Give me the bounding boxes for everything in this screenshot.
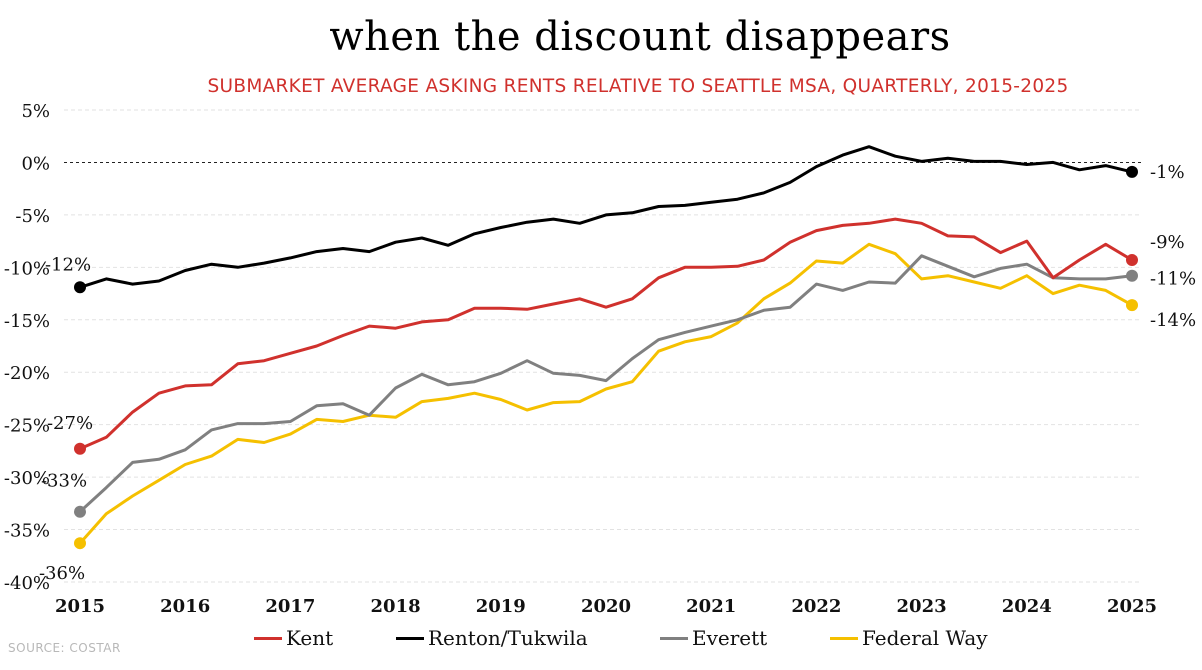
end-point [1126,269,1138,282]
data-labels: -36% -14% -33% -11% -27% -9% -12% -1% [39,162,1196,584]
x-tick-label: 2021 [686,596,736,617]
legend-label: Renton/Tukwila [428,626,588,650]
x-axis-tick-labels: 2015 2016 2017 2018 2019 2020 2021 2022 2023 2024… [55,596,1157,617]
legend: Kent Renton/Tukwila Everett Federal Way [0,626,1202,654]
legend-item-federal-way: Federal Way [830,626,988,650]
series-endpoints [74,165,1138,550]
y-tick-label: -40% [4,573,50,594]
y-axis-tick-labels: 5% 0% -5% -10% -15% -20% -25% -30% -35% -40% [4,101,50,594]
end-point [1126,253,1138,266]
x-tick-label: 2020 [581,596,631,617]
legend-swatch-federal-way [830,636,858,640]
end-value-label: -9% [1150,232,1185,253]
legend-item-kent: Kent [254,626,333,650]
start-point [74,442,86,455]
series-lines [78,145,1133,545]
end-point [1126,165,1138,178]
legend-swatch-kent [254,636,282,640]
legend-swatch-everett [660,636,688,640]
end-point [1126,299,1138,312]
y-tick-label: -20% [4,363,50,384]
chart-subtitle: SUBMARKET AVERAGE ASKING RENTS RELATIVE … [207,76,1069,97]
start-point [74,505,86,518]
legend-item-everett: Everett [660,626,767,650]
y-tick-label: 5% [21,101,50,122]
series-line-federal-way [78,242,1133,545]
start-value-label: -33% [41,471,87,492]
x-tick-label: 2019 [476,596,526,617]
start-value-label: -12% [45,254,91,275]
x-tick-label: 2017 [265,596,315,617]
y-tick-label: -25% [4,416,50,437]
legend-item-renton-tukwila: Renton/Tukwila [396,626,588,650]
gridlines [64,109,1142,583]
legend-label: Everett [692,626,768,650]
start-value-label: -36% [39,563,85,584]
y-tick-label: 0% [21,153,50,174]
end-value-label: -14% [1150,310,1196,331]
x-tick-label: 2016 [160,596,210,617]
series-line-renton-tukwila [79,145,1133,289]
end-value-label: -1% [1150,162,1185,183]
y-tick-label: -15% [4,311,50,332]
start-point [74,537,86,550]
source-note: SOURCE: COSTAR [8,641,121,655]
end-value-label: -11% [1150,269,1196,290]
x-tick-label: 2015 [55,596,105,617]
x-tick-label: 2023 [897,596,947,617]
x-tick-label: 2024 [1002,596,1052,617]
legend-swatch-renton-tukwila [396,636,424,640]
series-line-kent [79,217,1133,451]
y-tick-label: -35% [4,521,50,542]
start-value-label: -27% [47,413,93,434]
series-line-everett [78,254,1133,513]
legend-label: Kent [286,626,334,650]
chart-title: when the discount disappears [329,14,951,60]
start-point [74,281,86,294]
legend-label: Federal Way [862,626,988,650]
x-tick-label: 2025 [1107,596,1157,617]
y-tick-label: -30% [4,468,50,489]
x-tick-label: 2022 [791,596,841,617]
y-tick-label: -10% [4,258,50,279]
y-tick-label: -5% [15,206,50,227]
x-tick-label: 2018 [371,596,421,617]
